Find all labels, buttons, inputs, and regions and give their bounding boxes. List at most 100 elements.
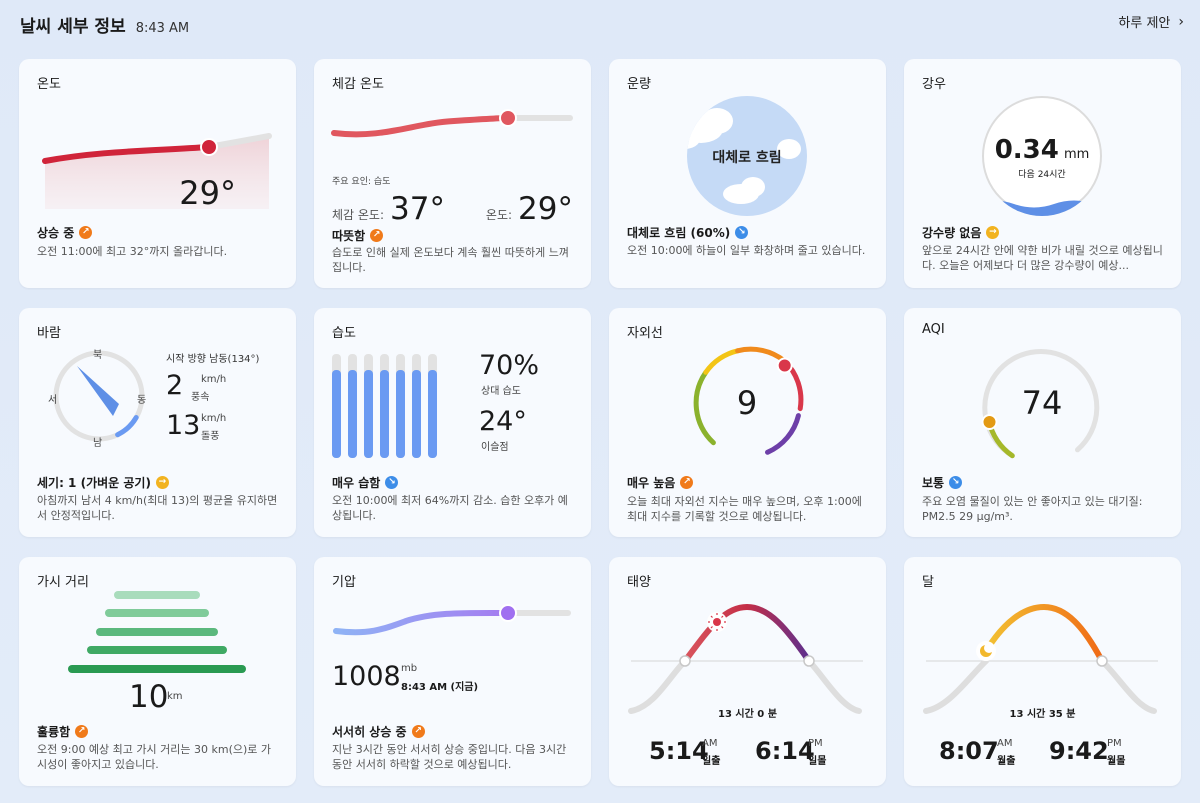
trend-down-icon: ↘ xyxy=(735,226,749,239)
temperature-status: 상승 중 ↗ xyxy=(37,224,93,241)
rain-desc: 앞으로 24시간 안에 약한 비가 내릴 것으로 예상됩니다. 오늘은 어제보다… xyxy=(922,244,1163,272)
visibility-status: 훌륭함 ↗ xyxy=(37,723,89,740)
uv-card[interactable]: 자외선 9 매우 높음 ↗ 오늘 최대 자외선 지수는 매우 높으며, 오후 1:… xyxy=(609,308,886,537)
wind-compass xyxy=(53,350,145,442)
compass-south: 남 xyxy=(93,438,103,449)
trend-flat-icon: → xyxy=(986,226,1000,239)
humidity-desc: 오전 10:00에 최저 64%까지 감소. 습한 오후가 예상됩니다. xyxy=(332,494,568,522)
cloud-circle-label: 대체로 흐림 xyxy=(712,150,782,166)
pressure-card[interactable]: 기압 1008 mb 8:43 AM (지금) 서서히 상승 중 ↗ 지난 3시간… xyxy=(314,557,591,786)
status-label: 서서히 상승 중 xyxy=(332,725,407,739)
humidity-bar-track xyxy=(364,354,373,458)
sun-duration: 13 시간 0 분 xyxy=(718,709,777,720)
wind-gust: 13 xyxy=(166,410,201,441)
wind-gust-unit: km/h xyxy=(201,413,227,424)
page-title: 날씨 세부 정보 xyxy=(20,17,126,37)
feels-like-chart xyxy=(331,109,573,138)
trend-up-icon: ↗ xyxy=(680,476,694,489)
moon-chart xyxy=(923,603,1158,714)
daily-suggestion-link[interactable]: 하루 제안 › xyxy=(1118,12,1184,32)
card-title: 체감 온도 xyxy=(332,77,384,92)
card-title: 가시 거리 xyxy=(37,575,89,590)
card-title: 달 xyxy=(922,575,934,590)
wind-speed-label: 풍속 xyxy=(191,392,210,403)
main-factor: 주요 요인: 습도 xyxy=(332,177,391,187)
feels-like-card[interactable]: 체감 온도 주요 요인: 습도 체감 온도: 37° 온도: 29° 따뜻함 ↗ … xyxy=(314,59,591,288)
status-label: 보통 xyxy=(922,476,945,490)
status-label: 강수량 없음 xyxy=(922,226,982,240)
wind-desc: 아침까지 남서 4 km/h(최대 13)의 평균을 유지하면서 안정적입니다. xyxy=(37,494,278,522)
aqi-desc: 주요 오염 물질이 있는 안 좋아지고 있는 대기질: PM2.5 29 μg/… xyxy=(922,495,1143,523)
daily-suggestion-label: 하루 제안 xyxy=(1118,16,1171,31)
moonset-label: 월몰 xyxy=(1107,756,1126,767)
status-label: 대체로 흐림 (60%) xyxy=(627,226,731,240)
rain-card[interactable]: 강우 0.34 mm 다음 24시간 강수량 없음 → 앞으로 24시간 안에 약… xyxy=(904,59,1181,288)
temperature-chart xyxy=(42,133,272,209)
pressure-value: 1008 xyxy=(332,661,401,692)
moon-duration: 13 시간 35 분 xyxy=(1009,709,1076,720)
visibility-card[interactable]: 가시 거리 10 km 훌륭함 ↗ 오전 9:00 예상 최고 가시 거리는 30… xyxy=(19,557,296,786)
wind-direction: 시작 방향 남동(134°) xyxy=(166,354,260,365)
card-title: 운량 xyxy=(627,77,651,92)
temperature-card[interactable]: 온도 29° 상승 중 ↗ 오전 11:00에 최고 32°까지 올라갑니다. xyxy=(19,59,296,288)
sun-card[interactable]: 태양 13 시간 0 분 5:14 AM 일출 6:14 PM 일몰 xyxy=(609,557,886,786)
uv-status: 매우 높음 ↗ xyxy=(627,474,694,491)
humidity-bar-track xyxy=(332,354,341,458)
pressure-chart xyxy=(333,604,571,636)
humidity-bar-fill xyxy=(380,369,389,458)
card-title: 바람 xyxy=(37,326,61,341)
aqi-gauge xyxy=(981,349,1100,459)
temp-label: 온도: xyxy=(485,208,513,222)
trend-up-icon: ↗ xyxy=(75,725,89,738)
humidity-label: 상대 습도 xyxy=(481,386,521,397)
rain-status: 강수량 없음 → xyxy=(922,224,1000,241)
pressure-desc: 지난 3시간 동안 서서히 상승 중입니다. 다음 3시간 동안 서서히 하락할… xyxy=(332,743,567,771)
pressure-time: 8:43 AM (지금) xyxy=(401,682,479,693)
rain-unit: mm xyxy=(1063,147,1090,162)
sunrise-time: 5:14 xyxy=(649,737,709,765)
humidity-bar-track xyxy=(412,354,421,458)
card-title: 기압 xyxy=(332,575,356,590)
cloud-cover-card[interactable]: 운량 대체로 흐림 대체로 흐림 (60%) ↘ 오전 10:00에 하늘이 일부… xyxy=(609,59,886,288)
cloud-cover-chart xyxy=(687,96,807,216)
uv-value: 9 xyxy=(736,384,758,422)
humidity-bar-fill xyxy=(364,369,373,458)
compass-east: 동 xyxy=(137,395,147,406)
aqi-card[interactable]: AQI 74 보통 ↘ 주요 오염 물질이 있는 안 좋아지고 있는 대기질: P… xyxy=(904,308,1181,537)
wind-status: 세기: 1 (가벼운 공기) → xyxy=(37,474,169,491)
temp-value: 29° xyxy=(518,191,573,227)
feels-value: 37° xyxy=(390,191,445,227)
moon-card[interactable]: 달 13 시간 35 분 8:07 AM 월출 9:42 PM 월몰 xyxy=(904,557,1181,786)
trend-down-icon: ↘ xyxy=(949,476,963,489)
temperature-desc: 오전 11:00에 최고 32°까지 올라갑니다. xyxy=(37,245,228,258)
humidity-bar-fill xyxy=(428,369,437,458)
trend-up-icon: ↗ xyxy=(370,229,384,242)
page-time: 8:43 AM xyxy=(135,21,190,36)
card-title: 온도 xyxy=(37,77,61,92)
status-label: 따뜻함 xyxy=(332,229,366,243)
humidity-bar-fill xyxy=(396,369,405,458)
rain-chart xyxy=(982,96,1102,216)
feels-label: 체감 온도: xyxy=(332,208,385,222)
dew-point-label: 이슬점 xyxy=(481,442,509,453)
compass-north: 북 xyxy=(93,350,103,361)
wind-card[interactable]: 바람 북 남 동 서 시작 방향 남동(134°) 2 km/h 풍속 13 k… xyxy=(19,308,296,537)
humidity-bar-track xyxy=(396,354,405,458)
humidity-card[interactable]: 습도 70% 상대 습도 24° 이슬점 매우 습함 ↘ 오전 10:00에 최저… xyxy=(314,308,591,537)
humidity-value: 70% xyxy=(479,350,540,381)
status-label: 훌륭함 xyxy=(37,725,71,739)
status-label: 매우 습함 xyxy=(332,476,381,490)
sunset-label: 일몰 xyxy=(808,756,827,767)
compass-west: 서 xyxy=(48,395,58,406)
humidity-bar-track xyxy=(380,354,389,458)
aqi-value: 74 xyxy=(1021,384,1063,422)
wind-speed-unit: km/h xyxy=(201,374,227,385)
visibility-unit: km xyxy=(167,691,183,702)
status-label: 매우 높음 xyxy=(627,476,676,490)
humidity-status: 매우 습함 ↘ xyxy=(332,474,399,491)
humidity-bar-track xyxy=(428,354,437,458)
sunset-time: 6:14 xyxy=(755,737,815,765)
humidity-bar-track xyxy=(348,354,357,458)
chevron-right-icon: › xyxy=(1178,13,1184,30)
page-header: 날씨 세부 정보 8:43 AM xyxy=(20,12,190,37)
